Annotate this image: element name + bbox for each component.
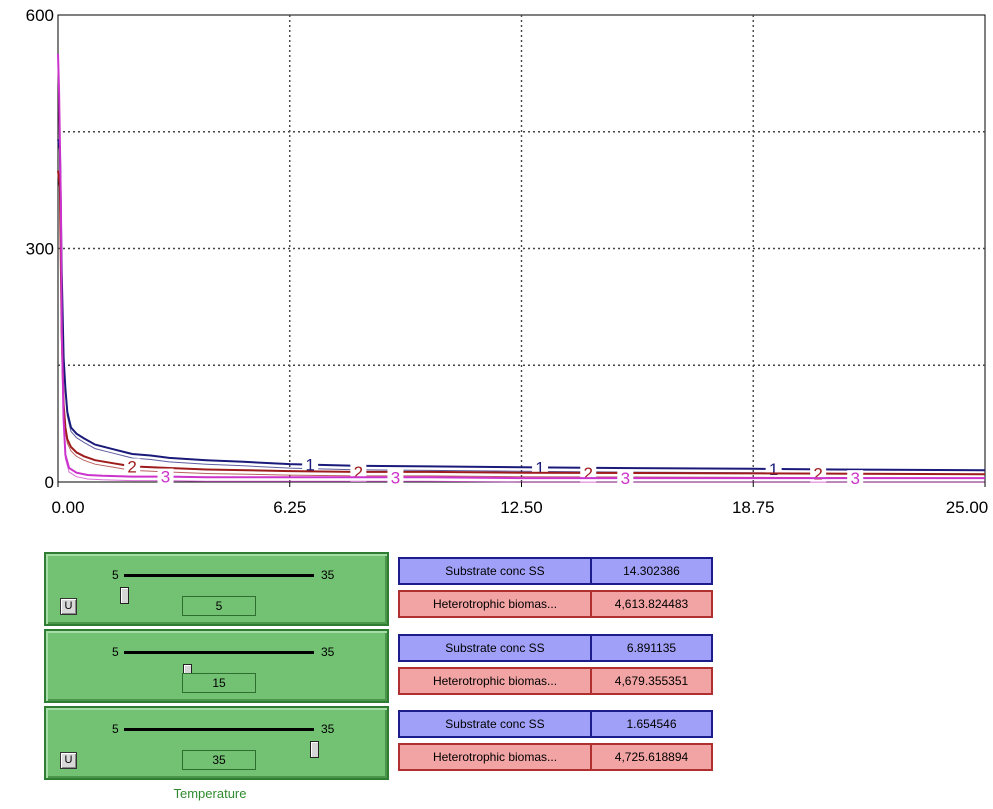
- series-label-3: 3: [850, 469, 859, 488]
- update-button[interactable]: U: [60, 598, 77, 615]
- axis-ticks: 0.00 6.25 12.50 18.75 25.00 0 300 600: [26, 6, 989, 517]
- slider-track[interactable]: [124, 728, 319, 758]
- substrate-readout-3: Substrate conc SS 1.654546: [398, 710, 713, 738]
- readout-label: Substrate conc SS: [400, 559, 592, 583]
- substrate-readout-2: Substrate conc SS 6.891135: [398, 634, 713, 662]
- temperature-value-field[interactable]: 15: [182, 673, 256, 693]
- readout-value: 1.654546: [626, 717, 677, 731]
- x-tick-label: 6.25: [273, 498, 306, 517]
- series-label-3: 3: [621, 469, 630, 488]
- readout-label: Heterotrophic biomas...: [400, 592, 592, 616]
- series-line-3-band: [57, 57, 985, 483]
- readout-value: 4,613.824483: [614, 597, 689, 611]
- slider-max-label: 35: [321, 645, 335, 659]
- series-label-bg: [157, 468, 174, 487]
- y-tick-label: 600: [26, 6, 54, 25]
- temperature-caption: Temperature: [173, 786, 247, 801]
- slider-track[interactable]: [124, 651, 314, 681]
- series-line-1-band: [57, 143, 986, 475]
- readout-value: 14.302386: [623, 564, 680, 578]
- slider-min-label: 5: [112, 722, 119, 736]
- readout-label: Substrate conc SS: [400, 712, 592, 736]
- readout-value: 4,679.355351: [614, 674, 689, 688]
- x-tick-label: 18.75: [732, 498, 775, 517]
- series-label-2: 2: [584, 464, 593, 483]
- readout-label: Substrate conc SS: [400, 636, 592, 660]
- slider-max-label: 35: [321, 568, 335, 582]
- slider-knob[interactable]: [120, 587, 129, 604]
- series-label-bg: [810, 465, 827, 484]
- slider-max-label: 35: [321, 722, 335, 736]
- update-button[interactable]: U: [60, 752, 77, 769]
- series-label-bg: [387, 469, 404, 488]
- biomass-readout-3: Heterotrophic biomas... 4,725.618894: [398, 743, 713, 771]
- slider-knob[interactable]: [310, 741, 319, 758]
- series-label-1: 1: [535, 458, 544, 477]
- temperature-control-2: 5 35 15: [44, 629, 389, 703]
- x-tick-label: 0.00: [51, 498, 84, 517]
- series-label-3: 3: [391, 468, 400, 487]
- substrate-readout-1: Substrate conc SS 14.302386: [398, 557, 713, 585]
- slider-track[interactable]: [120, 574, 314, 604]
- series-label-bg: [617, 470, 634, 489]
- series-label-1: 1: [769, 460, 778, 479]
- series-label-3: 3: [161, 468, 170, 487]
- x-tick-label: 12.50: [500, 498, 543, 517]
- series-label-bg: [302, 456, 319, 475]
- plot-area: [57, 14, 986, 483]
- biomass-readout-1: Heterotrophic biomas... 4,613.824483: [398, 590, 713, 618]
- slider-min-label: 5: [112, 568, 119, 582]
- x-tick-label: 25.00: [946, 498, 989, 517]
- series-label-bg: [847, 470, 864, 489]
- temperature-value-field[interactable]: 5: [182, 596, 256, 616]
- readout-value: 4,725.618894: [614, 750, 689, 764]
- y-tick-label: 300: [26, 240, 54, 259]
- series-label-2: 2: [813, 465, 822, 484]
- temperature-control-3: 5 35 U 35: [44, 706, 389, 780]
- biomass-readout-2: Heterotrophic biomas... 4,679.355351: [398, 667, 713, 695]
- slider-min-label: 5: [112, 645, 119, 659]
- temperature-control-1: 5 35 U 5: [44, 552, 389, 626]
- temperature-value-field[interactable]: 35: [182, 750, 256, 770]
- readout-label: Heterotrophic biomas...: [400, 745, 592, 769]
- series-label-1: 1: [305, 456, 314, 475]
- y-tick-label: 0: [45, 473, 54, 492]
- readout-label: Heterotrophic biomas...: [400, 669, 592, 693]
- series-layer: 1 1 1 2 2 2 2 3 3 3 3: [57, 53, 986, 489]
- readout-value: 6.891135: [626, 641, 677, 655]
- series-label-2: 2: [354, 463, 363, 482]
- line-chart: 1 1 1 2 2 2 2 3 3 3 3 0.00 6.25 12.50 18.75 25.00 0 300 6…: [26, 6, 989, 517]
- series-label-bg: [124, 458, 141, 477]
- series-label-2: 2: [127, 457, 136, 476]
